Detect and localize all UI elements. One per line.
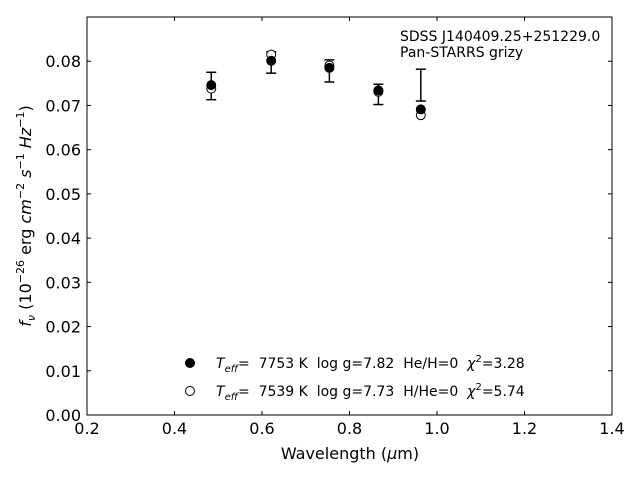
y-axis-title: fν (10−26 erg cm−2 s−1 Hz−1) [14, 105, 38, 326]
model-point-filled [415, 104, 426, 115]
model-points [206, 49, 426, 121]
annotation-line-2: Pan-STARRS grizy [400, 45, 523, 61]
y-tick-label: 0.05 [45, 185, 81, 204]
y-tick-label: 0.04 [45, 229, 81, 248]
y-tick-label: 0.06 [45, 141, 81, 160]
legend-marker-open [185, 386, 195, 396]
x-tick-label: 0.6 [249, 419, 274, 438]
model-point-filled [324, 62, 335, 73]
legend: Teff= 7753 K log g=7.82 He/H=0 χ2=3.28 T… [185, 354, 525, 403]
model-point-filled [266, 55, 277, 66]
legend-entry-1: Teff= 7753 K log g=7.82 He/H=0 χ2=3.28 [216, 354, 525, 375]
x-axis-title: Wavelength (μm) [281, 444, 419, 463]
plot-frame [86, 16, 613, 416]
y-tick-label: 0.02 [45, 318, 81, 337]
y-tick-label: 0.01 [45, 362, 81, 381]
legend-entry-2: Teff= 7539 K log g=7.73 H/He=0 χ2=5.74 [216, 382, 525, 403]
x-tick-label: 1.4 [599, 419, 624, 438]
y-tick-label: 0.07 [45, 96, 81, 115]
x-tick-label: 0.4 [162, 419, 187, 438]
x-tick-label: 1.2 [512, 419, 537, 438]
error-bar [415, 68, 426, 102]
annotation-line-1: SDSS J140409.25+251229.0 [400, 29, 600, 45]
model-point-filled [373, 85, 384, 96]
y-tick-label: 0.08 [45, 52, 81, 71]
legend-marker-filled [185, 358, 195, 368]
x-tick-label: 1.0 [424, 419, 449, 438]
y-tick-label: 0.03 [45, 273, 81, 292]
x-tick-label: 0.2 [74, 419, 99, 438]
model-point-filled [206, 80, 217, 91]
tick-labels: 0.2 0.4 0.6 0.8 1.0 1.2 1.4 0.00 0.01 0.02 0.03 0.0… [45, 52, 624, 438]
y-tick-label: 0.00 [45, 406, 81, 425]
x-tick-label: 0.8 [337, 419, 362, 438]
